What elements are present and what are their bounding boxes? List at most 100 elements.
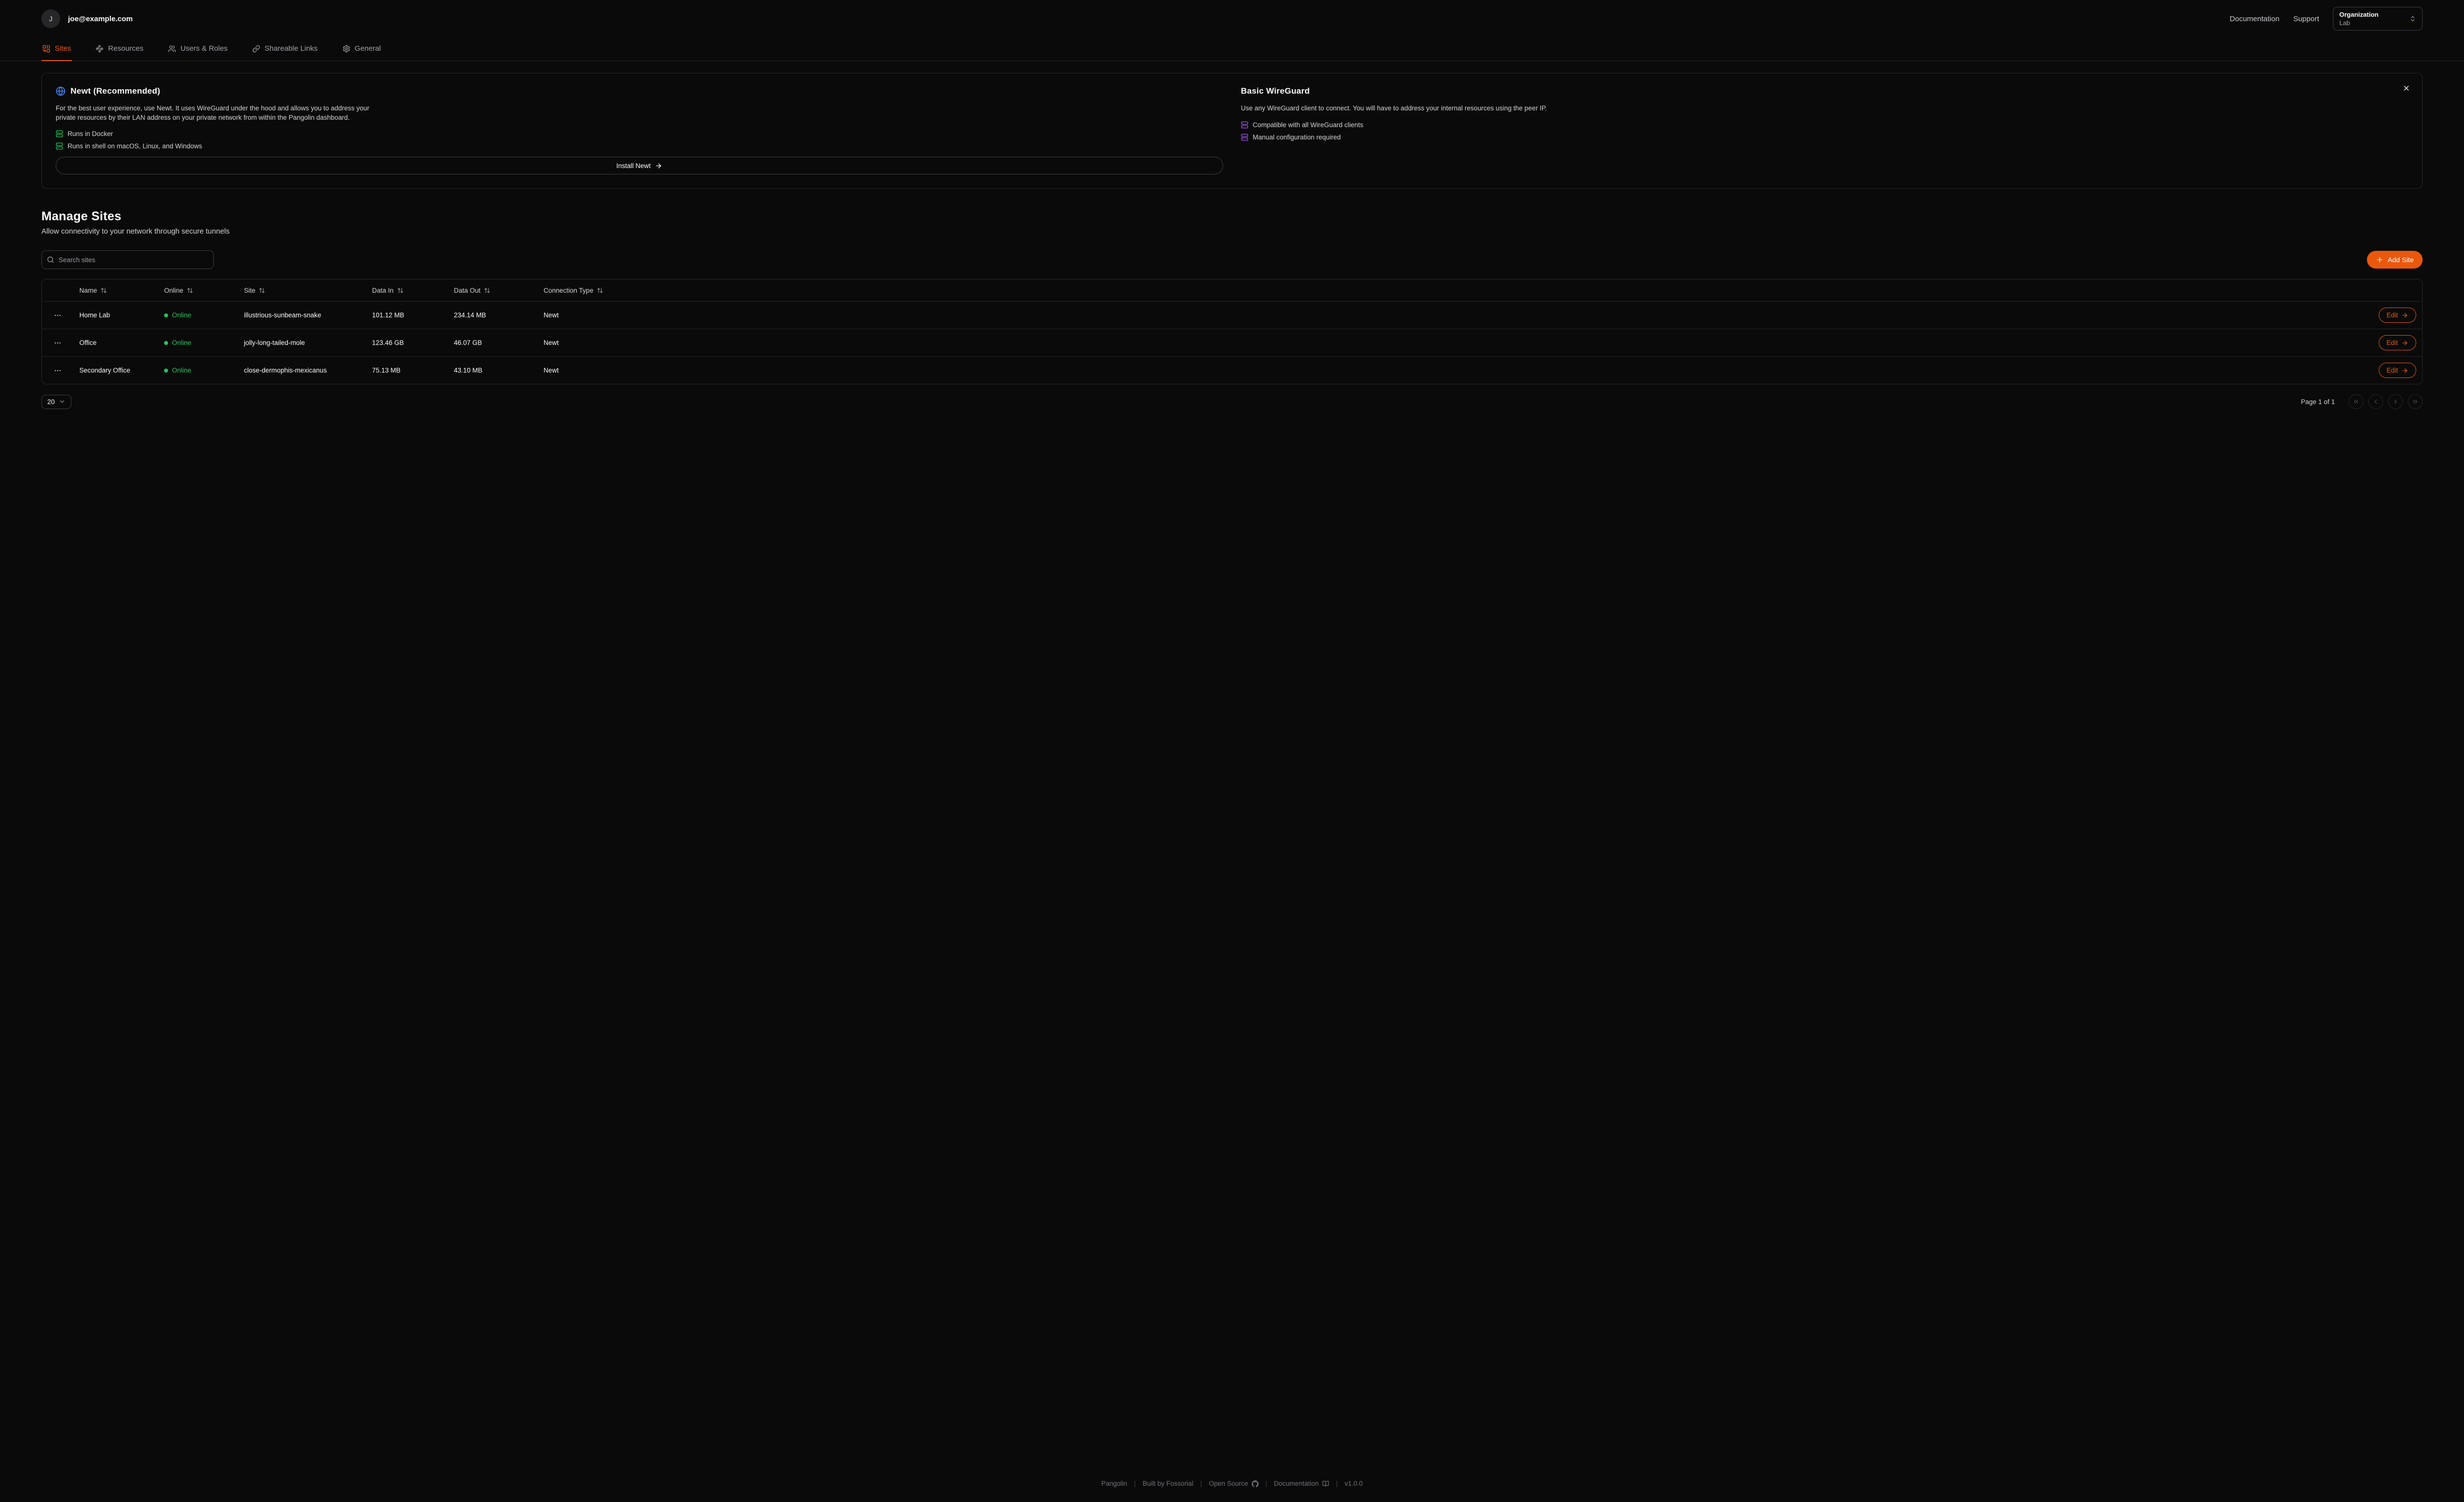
row-actions-icon[interactable] — [52, 309, 64, 321]
install-newt-button[interactable]: Install Newt — [56, 157, 1223, 175]
close-icon[interactable] — [2400, 82, 2412, 94]
newt-feature-label: Runs in Docker — [68, 130, 113, 138]
tab-users-roles[interactable]: Users & Roles — [167, 37, 229, 61]
tab-shareable-links-label: Shareable Links — [264, 44, 318, 53]
column-header-data-in[interactable]: Data In — [366, 287, 448, 294]
sort-icon — [187, 288, 193, 293]
edit-button[interactable]: Edit — [2378, 307, 2416, 323]
users-icon — [168, 45, 176, 52]
connection-type: Newt — [544, 311, 559, 319]
org-selector[interactable]: Organization Lab — [2333, 7, 2423, 31]
column-header-name[interactable]: Name — [73, 287, 158, 294]
tab-general-label: General — [354, 44, 381, 53]
site-name: Secondary Office — [79, 367, 131, 375]
search-icon — [47, 257, 54, 263]
arrow-right-icon — [2402, 368, 2407, 373]
next-page-button[interactable] — [2388, 394, 2403, 410]
pager-controls: Page 1 of 1 — [2301, 394, 2423, 410]
sort-icon — [397, 288, 403, 293]
sort-icon — [484, 288, 490, 293]
server-icon — [1241, 121, 1248, 128]
avatar[interactable]: J — [41, 9, 60, 28]
online-dot-icon — [164, 341, 168, 345]
sites-toolbar: Add Site — [41, 250, 2423, 270]
newt-feature-docker: Runs in Docker — [56, 130, 1223, 137]
data-out: 234.14 MB — [454, 311, 486, 319]
pagination: 20 Page 1 of 1 — [41, 394, 2423, 410]
row-actions-icon[interactable] — [52, 337, 64, 349]
footer-fossorial-label: Built by Fossorial — [1142, 1480, 1194, 1487]
tab-sites[interactable]: Sites — [41, 37, 72, 61]
site-name: Home Lab — [79, 311, 110, 319]
wireguard-description: Use any WireGuard client to connect. You… — [1241, 104, 1547, 112]
footer-version: v1.0.0 — [1345, 1480, 1363, 1487]
column-label: Site — [244, 286, 256, 294]
site-slug: jolly-long-tailed-mole — [244, 339, 305, 347]
onboarding-card: Newt (Recommended) For the best user exp… — [41, 73, 2423, 189]
column-label: Online — [164, 286, 184, 294]
newt-feature-shell: Runs in shell on macOS, Linux, and Windo… — [56, 142, 1223, 150]
last-page-button[interactable] — [2408, 394, 2423, 410]
column-header-connection-type[interactable]: Connection Type — [538, 287, 2359, 294]
footer-open-source-link[interactable]: Open Source — [1209, 1480, 1259, 1487]
table-row: Home Lab Online illustrious-sunbeam-snak… — [42, 301, 2422, 329]
column-label: Data In — [372, 286, 394, 294]
site-slug: illustrious-sunbeam-snake — [244, 311, 321, 319]
prev-page-button[interactable] — [2368, 394, 2383, 410]
edit-button[interactable]: Edit — [2378, 363, 2416, 378]
edit-label: Edit — [2386, 311, 2398, 319]
table-row: Secondary Office Online close-dermophis-… — [42, 356, 2422, 384]
gear-icon — [342, 45, 350, 52]
support-link[interactable]: Support — [2293, 14, 2319, 23]
chevron-right-icon — [2394, 400, 2397, 404]
column-header-site[interactable]: Site — [238, 287, 366, 294]
edit-label: Edit — [2386, 367, 2398, 375]
footer-documentation-link[interactable]: Documentation — [1274, 1480, 1329, 1487]
table-header-row: Name Online Site Data In Data Out Connec… — [42, 279, 2422, 301]
tab-general[interactable]: General — [342, 37, 382, 61]
wireguard-section: Basic WireGuard Use any WireGuard client… — [1241, 86, 2408, 174]
header: J joe@example.com Documentation Support … — [0, 0, 2464, 37]
add-site-button[interactable]: Add Site — [2367, 251, 2423, 269]
data-out: 46.07 GB — [454, 339, 482, 347]
tab-shareable-links[interactable]: Shareable Links — [251, 37, 319, 61]
edit-button[interactable]: Edit — [2378, 335, 2416, 351]
chevrons-left-icon — [2354, 400, 2359, 404]
online-label: Online — [172, 367, 192, 375]
column-header-online[interactable]: Online — [158, 287, 238, 294]
arrow-right-icon — [2402, 313, 2407, 318]
newt-section: Newt (Recommended) For the best user exp… — [56, 86, 1223, 175]
server-icon — [56, 142, 63, 150]
page-size-select[interactable]: 20 — [41, 394, 72, 409]
globe-icon — [56, 86, 66, 96]
table-row: Office Online jolly-long-tailed-mole 123… — [42, 329, 2422, 356]
data-in: 75.13 MB — [372, 367, 401, 375]
footer-separator: | — [1200, 1480, 1202, 1487]
footer-brand: Pangolin — [1101, 1480, 1128, 1487]
first-page-button[interactable] — [2349, 394, 2363, 410]
sites-table: Name Online Site Data In Data Out Connec… — [41, 279, 2423, 385]
sort-icon — [101, 288, 106, 293]
footer-documentation-label: Documentation — [1274, 1480, 1319, 1487]
search-input[interactable] — [41, 250, 214, 270]
footer-separator: | — [1335, 1480, 1338, 1487]
chevrons-up-down-icon — [2411, 16, 2415, 22]
wireguard-feature-label: Manual configuration required — [1253, 133, 1341, 141]
arrow-right-icon — [2402, 341, 2407, 345]
data-out: 43.10 MB — [454, 367, 482, 375]
page-subtitle: Allow connectivity to your network throu… — [41, 227, 230, 236]
tab-resources[interactable]: Resources — [95, 37, 144, 61]
footer-fossorial-link[interactable]: Built by Fossorial — [1143, 1480, 1194, 1487]
row-actions-icon[interactable] — [52, 365, 64, 376]
connection-type: Newt — [544, 339, 559, 347]
data-in: 101.12 MB — [372, 311, 405, 319]
chevron-left-icon — [2374, 400, 2377, 404]
documentation-link[interactable]: Documentation — [2229, 14, 2280, 23]
chevron-down-icon — [60, 400, 65, 403]
page-size-value: 20 — [47, 398, 55, 406]
page-title: Manage Sites — [41, 209, 122, 224]
chevrons-right-icon — [2413, 400, 2418, 404]
online-label: Online — [172, 311, 192, 319]
column-header-data-out[interactable]: Data Out — [448, 287, 538, 294]
